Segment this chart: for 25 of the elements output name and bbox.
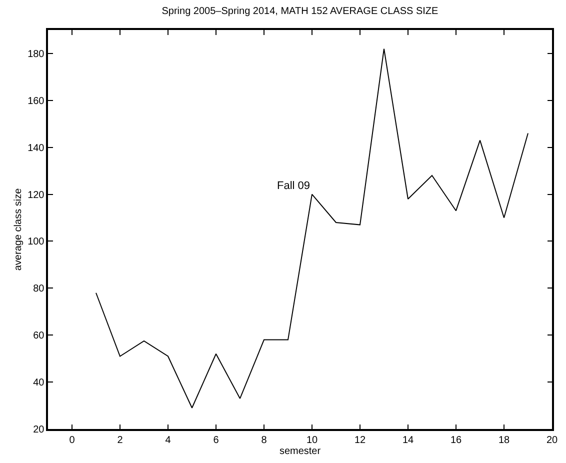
x-tick-label: 0 bbox=[69, 434, 76, 446]
x-axis-title: semester bbox=[279, 446, 322, 457]
line-series bbox=[96, 48, 528, 408]
x-tick-label: 4 bbox=[165, 434, 172, 446]
y-tick-label: 120 bbox=[28, 190, 45, 201]
x-tick-label: 2 bbox=[117, 434, 124, 446]
x-tick-label: 14 bbox=[402, 434, 414, 446]
chart-title: Spring 2005–Spring 2014, MATH 152 AVERAGE CLASS SIZE bbox=[162, 6, 439, 17]
y-tick-label: 160 bbox=[28, 96, 45, 107]
y-axis-title: average class size bbox=[13, 188, 24, 271]
x-tick-label: 8 bbox=[261, 434, 268, 446]
x-tick-label: 12 bbox=[354, 434, 366, 446]
y-tick-label: 140 bbox=[28, 142, 45, 154]
annotation: Fall 09 bbox=[277, 180, 310, 192]
y-tick-label: 20 bbox=[33, 424, 45, 436]
x-tick-label: 16 bbox=[450, 434, 462, 446]
y-tick-label: 40 bbox=[33, 378, 45, 389]
x-tick-label: 10 bbox=[306, 434, 318, 446]
y-tick-label: 180 bbox=[28, 48, 45, 60]
x-tick-label: 6 bbox=[213, 434, 220, 446]
y-tick-label: 100 bbox=[28, 236, 45, 248]
x-tick-label: 20 bbox=[546, 434, 558, 446]
y-tick-label: 60 bbox=[33, 330, 45, 342]
y-tick-label: 80 bbox=[33, 284, 45, 295]
x-tick-label: 18 bbox=[498, 434, 510, 446]
